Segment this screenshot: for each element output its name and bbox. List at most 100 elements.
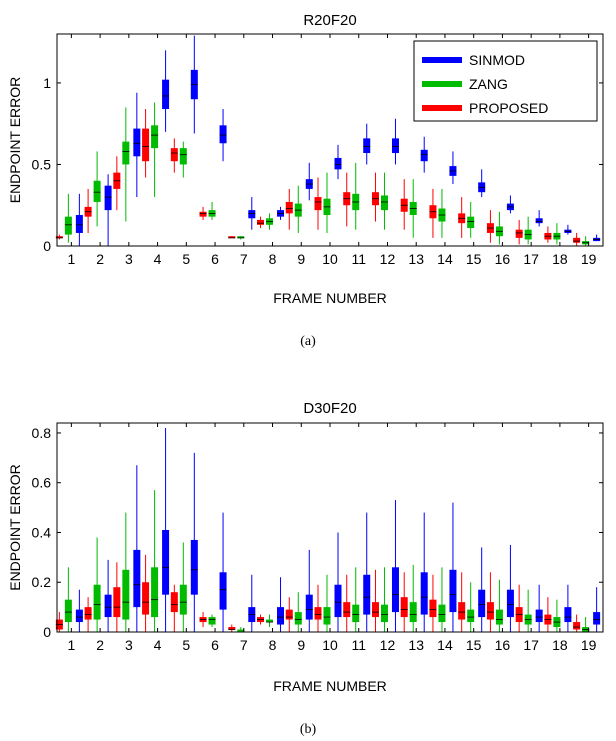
box-zang-8 (266, 619, 274, 623)
box-proposed-5 (170, 148, 178, 162)
box-zang-3 (122, 569, 130, 620)
box-zang-15 (467, 609, 475, 623)
box-sinmod-4 (162, 79, 170, 110)
box-proposed-19 (573, 237, 581, 243)
box-sinmod-16 (506, 589, 514, 618)
box-sinmod-7 (248, 210, 256, 219)
x-tick-label: 12 (380, 637, 396, 653)
box-zang-6 (208, 617, 216, 625)
box-sinmod-17 (535, 609, 543, 623)
box-zang-1 (64, 216, 72, 235)
box-proposed-17 (515, 229, 523, 238)
box-zang-5 (179, 148, 187, 165)
x-tick-label: 10 (322, 251, 338, 267)
x-tick-label: 15 (466, 637, 482, 653)
box-proposed-8 (257, 219, 265, 225)
box-sinmod-3 (133, 549, 141, 608)
x-tick-label: 3 (125, 637, 133, 653)
x-tick-label: 6 (211, 251, 219, 267)
box-zang-1 (64, 599, 72, 623)
box-sinmod-1 (75, 215, 83, 233)
x-tick-label: 3 (125, 251, 133, 267)
box-sinmod-11 (363, 138, 371, 154)
box-zang-4 (151, 125, 159, 149)
box-zang-16 (495, 609, 503, 625)
box-proposed-13 (400, 597, 408, 618)
x-tick-label: 10 (322, 637, 338, 653)
box-proposed-9 (285, 609, 293, 620)
box-sinmod-3 (133, 128, 141, 157)
box-sinmod-19 (593, 612, 601, 625)
y-tick-label: 0 (43, 624, 51, 640)
x-tick-label: 8 (269, 251, 277, 267)
legend-label-zang: ZANG (469, 76, 508, 92)
box-proposed-4 (142, 582, 150, 615)
x-tick-label: 14 (437, 251, 453, 267)
box-sinmod-12 (391, 567, 399, 613)
y-axis-label: ENDPOINT ERROR (7, 77, 23, 204)
box-proposed-3 (113, 587, 121, 618)
y-tick-label: 0.6 (32, 475, 52, 491)
x-tick-label: 17 (523, 637, 539, 653)
box-zang-2 (93, 584, 101, 620)
box-zang-7 (237, 236, 245, 239)
y-tick-label: 0 (43, 238, 51, 254)
box-proposed-7 (228, 236, 236, 239)
box-sinmod-10 (334, 157, 342, 170)
box-zang-14 (438, 604, 446, 623)
box-proposed-10 (314, 607, 322, 620)
box-proposed-4 (142, 128, 150, 162)
box-proposed-2 (84, 607, 92, 620)
box-zang-3 (122, 141, 130, 165)
x-tick-label: 13 (408, 251, 424, 267)
x-tick-label: 5 (182, 251, 190, 267)
x-tick-label: 15 (466, 251, 482, 267)
x-tick-label: 17 (523, 251, 539, 267)
x-tick-label: 19 (581, 637, 597, 653)
box-zang-10 (323, 607, 331, 625)
y-tick-label: 0.4 (32, 524, 52, 540)
box-proposed-12 (371, 602, 379, 618)
box-sinmod-10 (334, 584, 342, 618)
box-proposed-14 (429, 599, 437, 618)
y-tick-label: 1 (43, 75, 51, 91)
box-proposed-11 (343, 602, 351, 618)
x-tick-label: 18 (552, 637, 568, 653)
y-tick-label: 0.2 (32, 574, 52, 590)
box-sinmod-6 (219, 125, 227, 144)
x-tick-label: 16 (495, 637, 511, 653)
x-tick-label: 7 (240, 251, 248, 267)
box-proposed-7 (228, 627, 236, 630)
box-zang-2 (93, 180, 101, 202)
x-tick-label: 18 (552, 251, 568, 267)
x-tick-label: 5 (182, 637, 190, 653)
box-sinmod-17 (535, 218, 543, 224)
box-proposed-10 (314, 197, 322, 211)
chart-title: R20F20 (303, 12, 356, 29)
x-tick-label: 12 (380, 251, 396, 267)
box-sinmod-13 (420, 149, 428, 162)
box-sinmod-6 (219, 572, 227, 610)
box-zang-4 (151, 567, 159, 618)
box-sinmod-12 (391, 138, 399, 154)
x-tick-label: 4 (154, 251, 162, 267)
y-axis-label: ENDPOINT ERROR (7, 464, 23, 591)
x-tick-label: 11 (351, 251, 366, 267)
box-proposed-1 (55, 236, 63, 239)
box-sinmod-9 (305, 594, 313, 620)
x-tick-label: 19 (581, 251, 597, 267)
box-sinmod-13 (420, 572, 428, 615)
box-sinmod-1 (75, 609, 83, 623)
legend-label-proposed: PROPOSED (469, 100, 548, 116)
x-tick-label: 14 (437, 637, 453, 653)
x-tick-label: 2 (96, 637, 104, 653)
x-tick-label: 8 (269, 637, 277, 653)
box-proposed-5 (170, 592, 178, 613)
box-zang-7 (237, 629, 245, 632)
y-tick-label: 0.5 (32, 156, 52, 172)
box-zang-12 (380, 195, 388, 211)
box-proposed-15 (458, 602, 466, 620)
box-proposed-6 (199, 211, 207, 217)
box-sinmod-8 (277, 607, 285, 625)
